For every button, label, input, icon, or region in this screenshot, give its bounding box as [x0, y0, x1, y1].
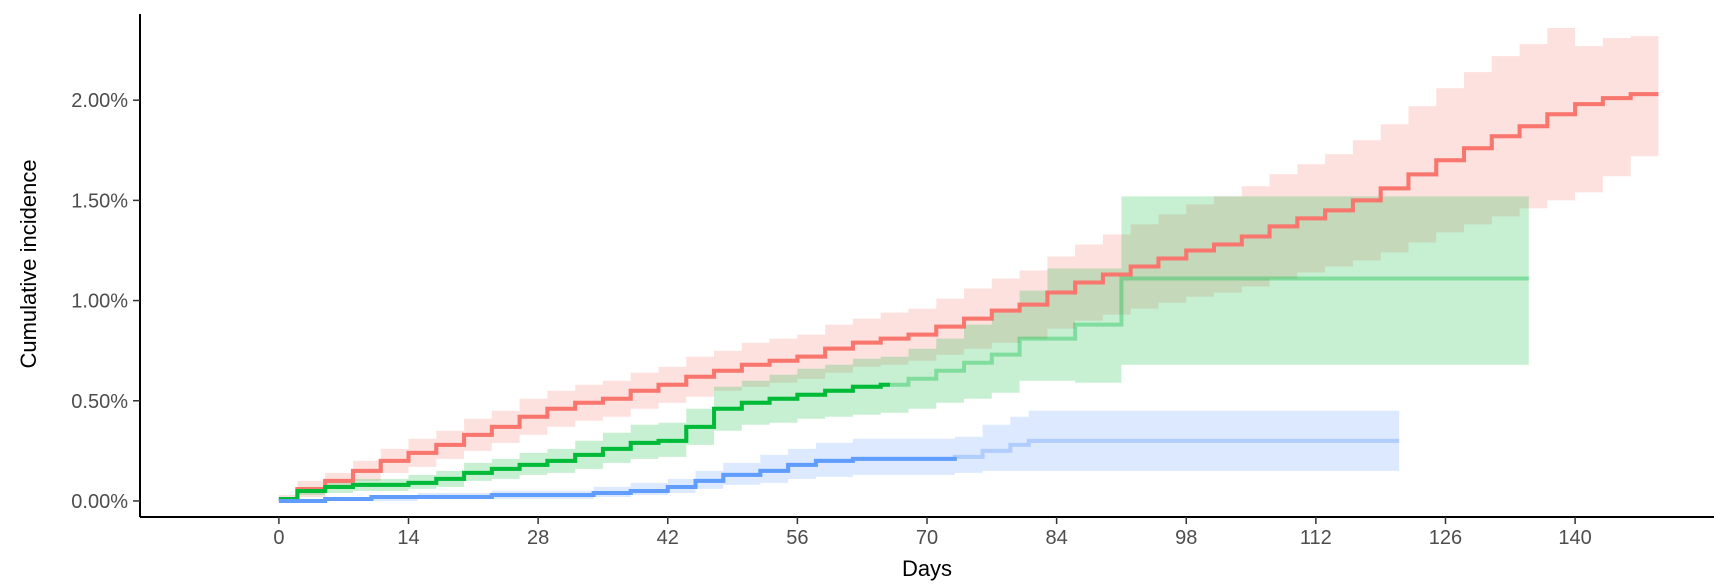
confidence-bands [278, 28, 1659, 501]
incidence-line-3 [278, 456, 957, 503]
y-tick-label: 0.00% [71, 491, 128, 513]
x-tick-label: 126 [1429, 527, 1462, 549]
x-tick-label: 84 [1045, 527, 1067, 549]
x-tick-label: 28 [527, 527, 549, 549]
axes: 0 14 28 42 56 70 84 98 112 126 140 0.00% 0.50% 1.00% 1… [71, 14, 1714, 549]
y-axis-title: Cumulative incidence [16, 159, 41, 368]
incidence-lines [278, 92, 1659, 503]
confidence-band-1 [278, 28, 1659, 501]
y-tick-label: 0.50% [71, 391, 128, 413]
x-tick-label: 140 [1558, 527, 1591, 549]
x-axis-title: Days [902, 556, 952, 581]
x-tick-label: 42 [657, 527, 679, 549]
y-tick-label: 1.50% [71, 190, 128, 212]
x-tick-label: 98 [1175, 527, 1197, 549]
x-tick-label: 14 [397, 527, 419, 549]
y-tick-label: 2.00% [71, 90, 128, 112]
confidence-band-3 [278, 410, 1400, 501]
incidence-line-2 [278, 382, 890, 501]
x-tick-label: 112 [1300, 527, 1332, 549]
incidence-line-1 [278, 92, 1659, 501]
y-tick-label: 1.00% [71, 291, 128, 313]
confidence-band-2 [278, 196, 1529, 501]
x-tick-label: 70 [916, 527, 938, 549]
x-tick-label: 56 [786, 527, 808, 549]
x-tick-label: 0 [273, 527, 284, 549]
